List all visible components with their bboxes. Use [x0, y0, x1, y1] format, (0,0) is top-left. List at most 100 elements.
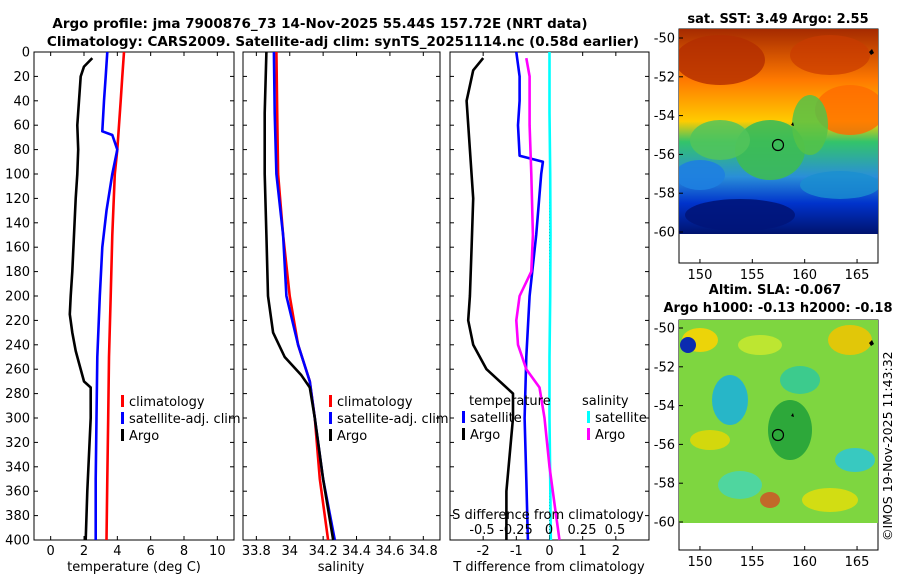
legend-swatch-climatology — [121, 395, 124, 407]
x-tick-label: 33.8 — [242, 544, 271, 559]
depth-tick-label: 140 — [5, 216, 30, 231]
sst-green-tongue — [735, 120, 805, 180]
depth-tick-label: 20 — [13, 70, 30, 85]
series-line-t-satellite — [515, 51, 545, 541]
map-y-tick-label: -58 — [654, 187, 675, 202]
sla-field — [679, 320, 878, 523]
figure-title-line1: Argo profile: jma 7900876_73 14-Nov-2025… — [52, 16, 587, 32]
difference-lines — [465, 51, 561, 541]
sst-cool-patch — [679, 160, 725, 190]
sst-map-title: sat. SST: 3.49 Argo: 2.55 — [687, 12, 868, 27]
x-tick-label: 34 — [281, 544, 298, 559]
map-y-tick-label: -52 — [654, 70, 675, 85]
sst-map-panel: sat. SST: 3.49 Argo: 2.55 150 155 160 165 -5… — [654, 12, 879, 284]
map-y-tick-label: -60 — [654, 516, 675, 531]
map-y-tick-label: -50 — [654, 322, 675, 337]
legend-label-argo: Argo — [337, 429, 367, 444]
x-tick-label: -1 — [510, 544, 523, 559]
legend-title-salinity: salinity — [582, 394, 629, 409]
salinity-panel: 33.8 34 34.2 34.4 34.6 34.8 salinity climatol… — [242, 51, 449, 575]
legend-swatch-argo — [329, 429, 332, 441]
sla-anomaly-patch — [690, 430, 730, 450]
sla-anomaly-patch — [738, 335, 782, 355]
map-x-tick-label: 155 — [740, 268, 765, 283]
x-tick-label: 34.4 — [342, 544, 371, 559]
map-y-tick-label: -56 — [654, 438, 675, 453]
island-outline — [869, 340, 874, 346]
sst-warm-patch — [679, 35, 765, 85]
x-tick-label: 10 — [209, 544, 226, 559]
sla-anomaly-patch — [828, 325, 872, 355]
difference-x-axis: -2 -1 0 1 2 — [450, 51, 649, 559]
map-x-tick-label: 165 — [845, 555, 870, 570]
legend-label-satellite: satellite-adj. clim — [129, 412, 241, 427]
sst-green-tongue — [792, 95, 828, 155]
legend-label-s-satellite: satellite — [595, 411, 647, 426]
sla-anomaly-patch — [780, 366, 820, 394]
temperature-legend: climatology satellite-adj. clim Argo — [121, 395, 241, 444]
depth-tick-label: 360 — [5, 485, 30, 500]
argo-float-marker — [771, 428, 785, 442]
x-tick-label: 34.2 — [309, 544, 338, 559]
sst-green-tongue — [690, 120, 750, 160]
legend-label-t-argo: Argo — [470, 428, 500, 443]
depth-tick-label: 40 — [13, 94, 30, 109]
map-y-tick-label: -56 — [654, 148, 675, 163]
sla-anomaly-patch — [802, 488, 858, 512]
sla-map-panel: Altim. SLA: -0.067 Argo h1000: -0.13 h20… — [654, 283, 893, 570]
depth-axis: 0 20 40 60 80 100 120 140 160 180 200 220 240 260 280 3… — [5, 46, 38, 549]
sst-orange-patch — [815, 85, 878, 135]
x-tick-label: 0 — [545, 544, 553, 559]
depth-tick-label: 380 — [5, 509, 30, 524]
depth-tick-label: 120 — [5, 192, 30, 207]
map-y-tick-label: -50 — [654, 32, 675, 47]
depth-tick-label: 240 — [5, 338, 30, 353]
sst-map-axes: 150 155 160 165 -50 -52 -54 -56 -58 -60 — [654, 32, 870, 284]
map-x-tick-label: 155 — [740, 555, 765, 570]
s-tick-label: 0.5 — [605, 523, 626, 538]
depth-tick-label: 260 — [5, 363, 30, 378]
series-line-t-argo — [465, 57, 515, 540]
legend-swatch-t-satellite — [462, 411, 465, 423]
t-difference-xlabel: T difference from climatology — [452, 560, 645, 575]
sst-cold-patch — [685, 199, 795, 231]
salinity-legend: climatology satellite-adj. clim Argo — [329, 395, 449, 444]
map-y-tick-label: -60 — [654, 226, 675, 241]
depth-tick-label: 280 — [5, 387, 30, 402]
island-outline — [791, 413, 794, 417]
sla-map-axes: 150 155 160 165 -50 -52 -54 -56 -58 -60 — [654, 322, 870, 571]
sst-warm-patch — [790, 35, 870, 75]
legend-label-satellite: satellite-adj. clim — [337, 412, 449, 427]
x-tick-label: 2 — [80, 544, 88, 559]
depth-tick-label: 180 — [5, 265, 30, 280]
legend-swatch-t-argo — [462, 428, 465, 440]
legend-label-argo: Argo — [129, 429, 159, 444]
depth-tick-label: 220 — [5, 314, 30, 329]
sla-map-title: Altim. SLA: -0.067 — [709, 283, 841, 298]
sst-cool-patch — [800, 171, 878, 199]
temperature-axes-frame — [33, 51, 235, 541]
salinity-lines — [263, 51, 337, 541]
depth-tick-label: 60 — [13, 119, 30, 134]
s-tick-label: 0.25 — [568, 523, 597, 538]
sla-anomaly-patch — [760, 492, 780, 508]
map-y-tick-label: -58 — [654, 477, 675, 492]
sla-anomaly-patch — [835, 448, 875, 472]
temperature-lines — [68, 51, 126, 541]
depth-tick-label: 160 — [5, 241, 30, 256]
temperature-xlabel: temperature (deg C) — [67, 560, 201, 575]
map-y-tick-label: -52 — [654, 360, 675, 375]
island-outline — [869, 49, 874, 55]
map-y-tick-label: -54 — [654, 399, 675, 414]
map-y-tick-label: -54 — [654, 109, 675, 124]
s-tick-label: -0.5 — [469, 523, 494, 538]
salinity-xlabel: salinity — [318, 560, 365, 575]
x-tick-label: 4 — [113, 544, 121, 559]
temperature-panel: 0204060801001201401601802002202402602803… — [5, 46, 240, 576]
legend-title-temperature: temperature — [469, 394, 551, 409]
map-x-tick-label: 165 — [845, 268, 870, 283]
map-x-tick-label: 160 — [792, 268, 817, 283]
legend-swatch-satellite — [329, 412, 332, 424]
legend-label-t-satellite: satellite — [470, 411, 522, 426]
